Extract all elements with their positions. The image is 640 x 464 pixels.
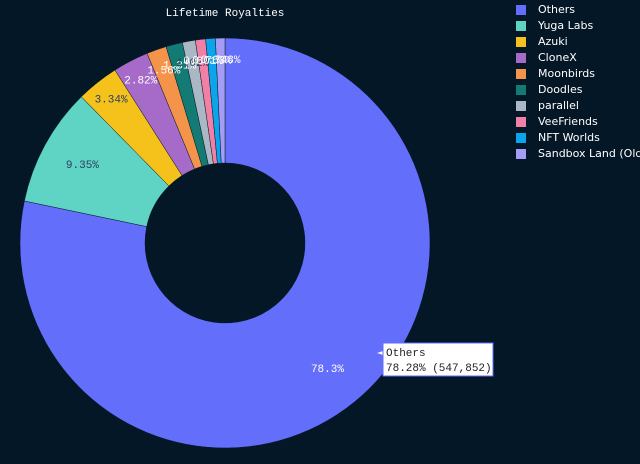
legend-label[interactable]: Moonbirds <box>538 67 595 80</box>
slice-label: 2.82% <box>124 75 157 87</box>
legend-swatch[interactable] <box>516 53 526 63</box>
legend-label[interactable]: Doodles <box>538 83 583 96</box>
legend-swatch[interactable] <box>516 69 526 79</box>
tooltip-text: 78.28% (547,852) <box>386 363 492 375</box>
legend-label[interactable]: Azuki <box>538 35 568 48</box>
slice-label: 78.3% <box>311 364 344 376</box>
donut: 78.3% 9.35% 3.34% 2.82%1.56%1.31%1.02%0.801… <box>19 37 431 449</box>
slice-label: 1.56% <box>147 65 180 77</box>
legend-swatch[interactable] <box>516 37 526 47</box>
legend-swatch[interactable] <box>516 117 526 127</box>
legend-swatch[interactable] <box>516 149 526 159</box>
legend-swatch[interactable] <box>516 85 526 95</box>
slice[interactable] <box>19 37 431 449</box>
tooltip-box <box>382 342 494 377</box>
slice-label: 0.748% <box>201 55 241 67</box>
legend-swatch[interactable] <box>516 133 526 143</box>
legend-swatch[interactable] <box>516 21 526 31</box>
chart-title: Lifetime Royalties <box>166 8 285 20</box>
slice-label: 0.763% <box>192 55 232 67</box>
legend-label[interactable]: Sandbox Land (Old) <box>538 147 640 160</box>
legend-label[interactable]: VeeFriends <box>538 115 598 128</box>
legend-swatch[interactable] <box>516 101 526 111</box>
legend-label[interactable]: NFT Worlds <box>538 131 600 144</box>
slice-label: 3.34% <box>95 95 128 107</box>
slice-label: 0.801% <box>183 56 223 68</box>
legend-label[interactable]: Yuga Labs <box>537 19 594 32</box>
hover-tooltip: Others 78.28% (547,852) <box>377 342 494 377</box>
slice[interactable] <box>215 37 226 164</box>
legend-label[interactable]: Others <box>538 3 575 16</box>
slice-label: 1.02% <box>176 58 209 70</box>
slice-label: 9.35% <box>66 160 99 172</box>
slice-label: 1.31% <box>163 61 196 73</box>
legend-label[interactable]: CloneX <box>538 51 577 64</box>
legend: Others Yuga Labs Azuki CloneX Moonbirds Doodl… <box>516 3 640 160</box>
tooltip-pointer <box>377 351 383 355</box>
legend-label[interactable]: parallel <box>538 99 579 112</box>
tooltip-label: Others <box>386 348 426 360</box>
legend-swatch[interactable] <box>516 5 526 15</box>
